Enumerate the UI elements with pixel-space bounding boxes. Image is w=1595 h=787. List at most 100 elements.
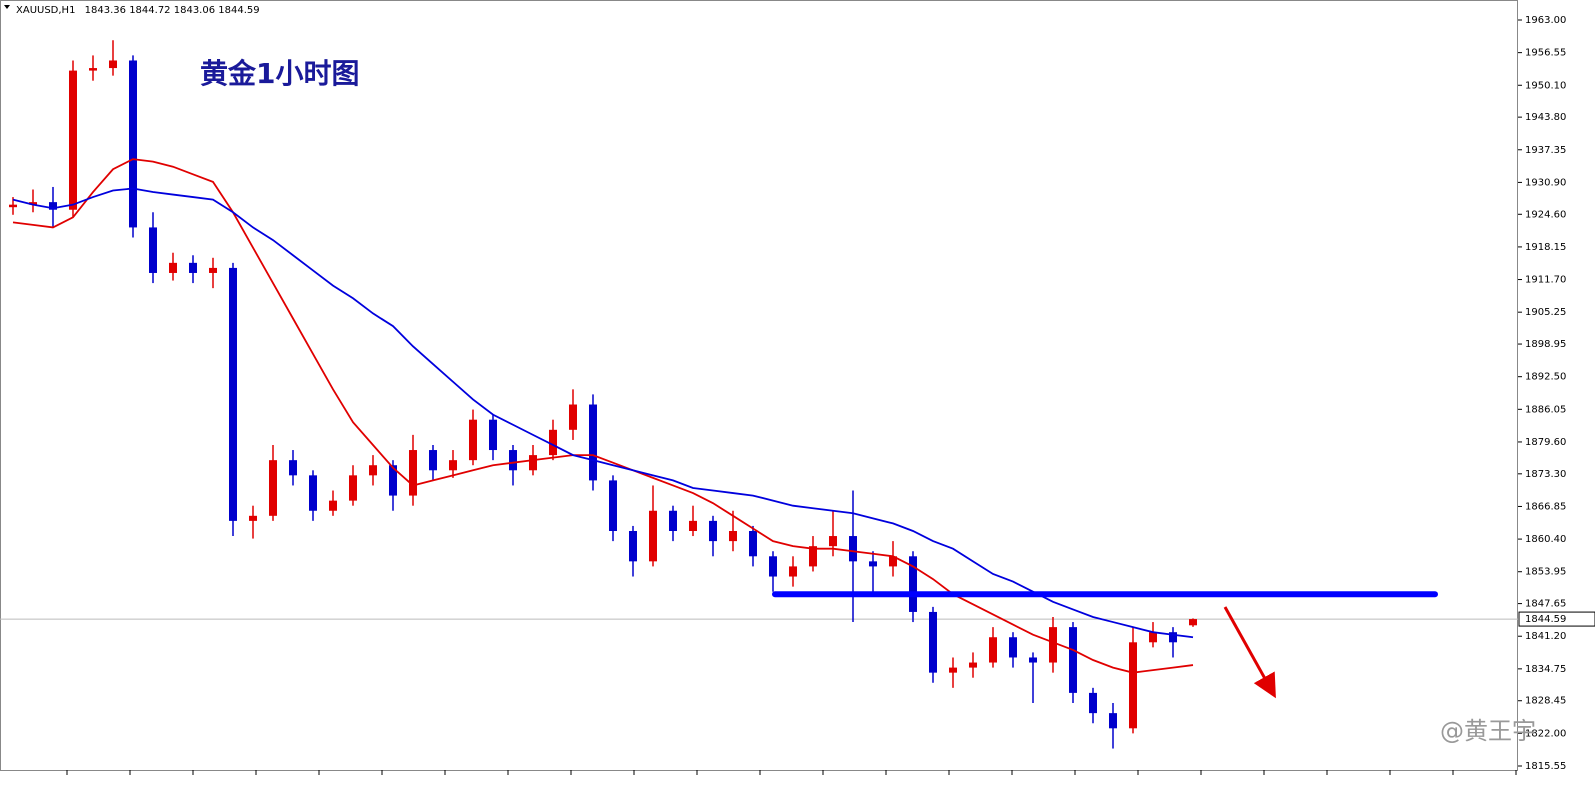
candle-body [629,530,637,562]
y-tick-label: 1879.60 [1525,437,1566,448]
y-tick-label: 1847.65 [1525,599,1566,610]
header-low: 1843.06 [174,5,215,16]
candle-body [809,546,817,567]
candle-body [129,60,137,228]
candle-body [489,419,497,451]
header-close: 1844.59 [218,5,259,16]
candle-body [429,450,437,471]
candle-body [729,530,737,542]
header: XAUUSD,H1 1843.36 1844.72 1843.06 1844.5… [16,5,260,16]
candle-body [329,500,337,511]
candle-body [649,510,657,562]
candle-body [529,455,537,471]
candle-body [369,465,377,476]
watermark: @黄王宇 [1440,717,1536,745]
y-tick-label: 1963.00 [1525,15,1566,26]
candle-body [949,667,957,673]
candle-body [869,561,877,567]
candle-body [1109,713,1117,729]
candle-body [669,510,677,531]
y-tick-label: 1924.60 [1525,209,1566,220]
candle-body [449,460,457,471]
candle-body [149,227,157,273]
header-icon [4,5,10,9]
y-tick-label: 1956.55 [1525,48,1566,59]
candle-body [1169,632,1177,643]
candle-body [749,530,757,557]
y-tick-label: 1860.40 [1525,534,1566,545]
candle-body [469,419,477,461]
y-tick-label: 1853.95 [1525,567,1566,578]
candle-body [269,460,277,516]
candle-body [709,520,717,542]
price-label: 1844.59 [1525,614,1566,625]
candle-body [909,556,917,612]
candle-body [289,460,297,476]
moving-average [12,187,1194,639]
symbol: XAUUSD,H1 [16,5,75,16]
candle-body [229,267,237,521]
candle-body [109,60,117,69]
candle-body [769,556,777,577]
y-tick-label: 1918.15 [1525,242,1566,253]
y-tick-label: 1841.20 [1525,631,1566,642]
header-high: 1844.72 [129,5,170,16]
candle-body [29,202,37,205]
moving-average [12,158,1194,674]
y-tick-label: 1834.75 [1525,664,1566,675]
candle-body [49,202,57,210]
candle-body [189,262,197,273]
candle-body [9,204,17,208]
candle-body [1089,692,1097,714]
candle-body [89,68,97,71]
y-tick-label: 1815.55 [1525,761,1566,772]
candle-body [1069,627,1077,693]
candle-body [1009,637,1017,658]
candle-body [789,566,797,577]
candle-body [689,520,697,531]
y-tick-label: 1828.45 [1525,696,1566,707]
plot-frame [0,0,1518,771]
chart-title: 黄金1小时图 [200,57,359,90]
candle-body [169,262,177,273]
candle-body [409,450,417,496]
down-arrow [1223,606,1276,699]
candle-body [69,70,77,210]
candle-body [969,662,977,668]
y-tick-label: 1905.25 [1525,307,1566,318]
y-tick-label: 1930.90 [1525,177,1566,188]
candle-body [509,450,517,471]
candle-body [309,475,317,511]
candle-body [889,556,897,567]
y-tick-label: 1866.85 [1525,501,1566,512]
candle-body [549,429,557,456]
y-tick-label: 1943.80 [1525,112,1566,123]
candle-body [389,465,397,496]
y-tick-label: 1898.95 [1525,339,1566,350]
y-tick-label: 1892.50 [1525,372,1566,383]
y-tick-label: 1873.30 [1525,469,1566,480]
y-tick-label: 1937.35 [1525,145,1566,156]
y-tick-label: 1822.00 [1525,728,1566,739]
candle-body [609,480,617,531]
candle-body [349,475,357,501]
price-tag [1518,611,1595,627]
candle-body [1029,657,1037,663]
candle-body [849,536,857,562]
candle-body [1149,632,1157,643]
candle-body [989,637,997,663]
candle-body [1189,619,1197,626]
y-tick-label: 1911.70 [1525,275,1566,286]
candle-body [1129,642,1137,729]
candle-body [569,404,577,430]
y-tick-label: 1886.05 [1525,404,1566,415]
candle-body [249,515,257,521]
y-tick-label: 1950.10 [1525,80,1566,91]
candle-body [929,611,937,673]
candle-body [1049,627,1057,663]
header-open: 1843.36 [85,5,126,16]
candle-body [209,267,217,273]
